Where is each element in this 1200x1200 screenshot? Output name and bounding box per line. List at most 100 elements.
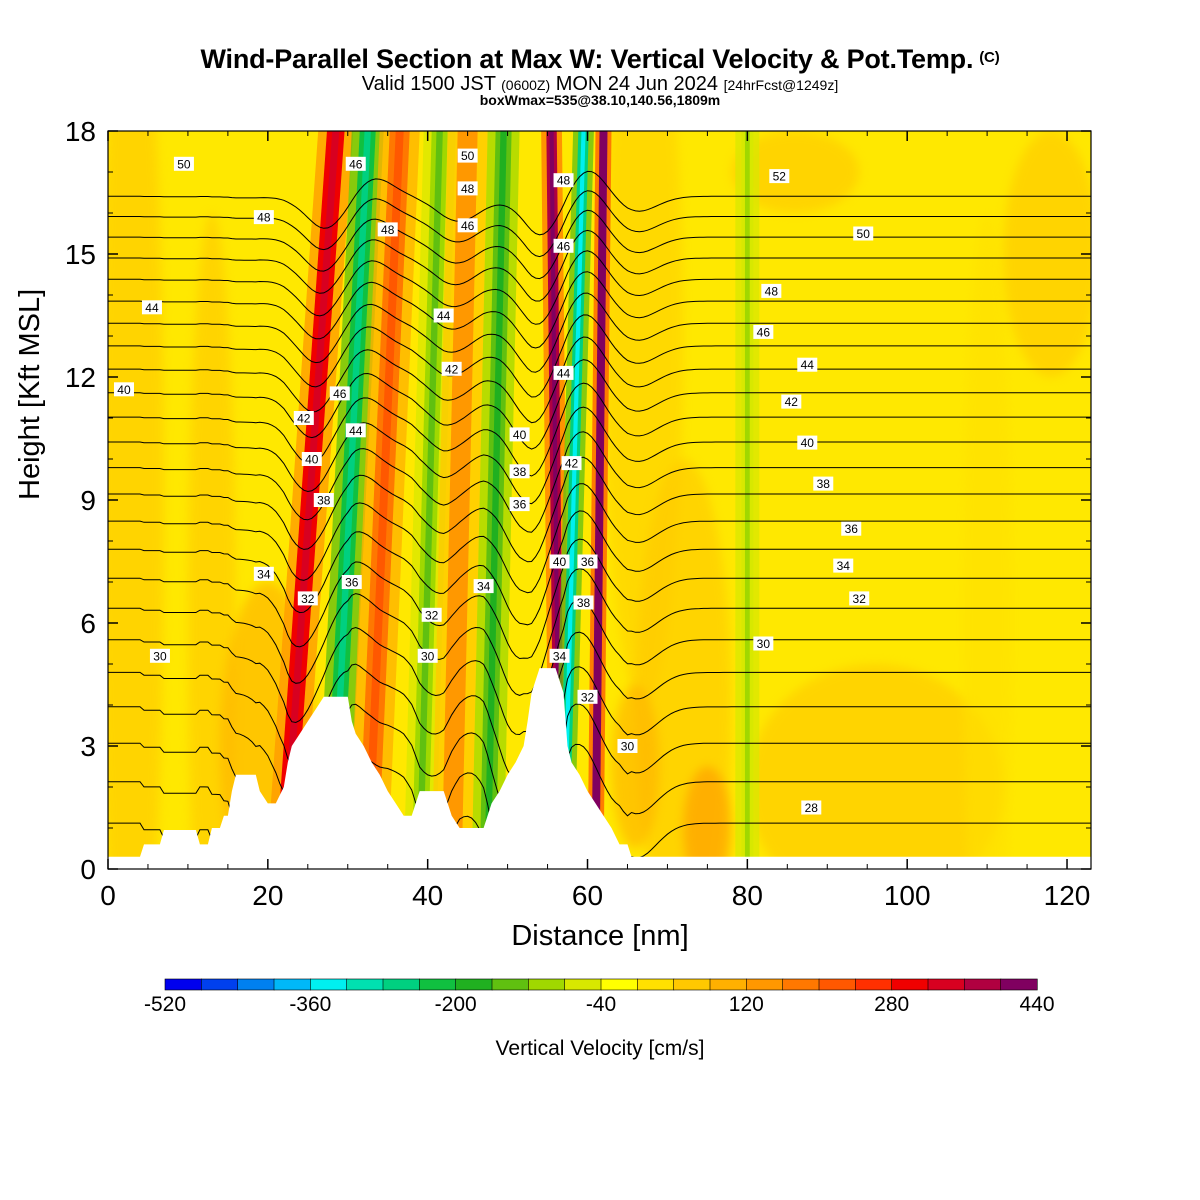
contour-label-text: 42 — [785, 395, 799, 409]
contour-label-bg — [253, 566, 274, 581]
contour-label-bg — [433, 308, 454, 323]
colorbar-swatch — [673, 978, 711, 991]
contour-label-bg — [149, 648, 170, 663]
colorbar-tick-label: -360 — [289, 993, 331, 1016]
contour-label: 32 — [297, 591, 318, 606]
theta-contour-minor — [108, 382, 1091, 477]
field-tint — [611, 684, 660, 849]
colorbar-tick-label: 280 — [874, 993, 909, 1016]
contour-label-text: 36 — [345, 576, 359, 590]
field-tint — [683, 766, 732, 869]
field-tint — [1003, 131, 1091, 377]
velocity-band-core — [328, 131, 371, 869]
colorbar: -520 -360 -200 -40 120 280 440 — [144, 978, 1055, 1016]
contour-label-text: 46 — [557, 239, 571, 253]
contour-label-bg — [113, 382, 134, 397]
colorbar-swatch — [201, 978, 239, 991]
contour-label: 40 — [113, 382, 134, 397]
contour-label: 42 — [293, 411, 314, 426]
x-tick-label: 80 — [732, 880, 763, 911]
contour-label: 40 — [549, 554, 570, 569]
y-tick-label: 6 — [80, 608, 96, 639]
contour-label: 40 — [797, 435, 818, 450]
colorbar-swatch — [782, 978, 820, 991]
colorbar-swatch — [273, 978, 311, 991]
x-tick-label: 40 — [412, 880, 443, 911]
contour-label: 42 — [441, 361, 462, 376]
theta-contour — [108, 406, 1091, 505]
colorbar-tick-label: 440 — [1019, 993, 1054, 1016]
colorbar-tick-label: -40 — [586, 993, 616, 1016]
contour-label-bg — [797, 435, 818, 450]
contour-label-text: 48 — [381, 223, 395, 237]
contour-label: 32 — [421, 607, 442, 622]
contour-label-text: 46 — [333, 387, 347, 401]
colorbar-tick-label: -200 — [435, 993, 477, 1016]
contour-label: 30 — [149, 648, 170, 663]
contour-label: 38 — [313, 493, 334, 508]
colorbar-swatch — [637, 978, 675, 991]
contour-label-bg — [509, 464, 530, 479]
theta-contour-minor — [108, 431, 1091, 533]
contour-label-text: 38 — [513, 465, 527, 479]
colorbar-swatch — [237, 978, 275, 991]
contour-label-text: 48 — [557, 174, 571, 188]
contour-label-bg — [441, 361, 462, 376]
contour-label: 34 — [833, 558, 854, 573]
contour-label-bg — [293, 411, 314, 425]
contour-label-text: 32 — [425, 608, 439, 622]
valid-time: Valid 1500 JST (0600Z) MON 24 Jun 2024 [… — [0, 73, 1200, 96]
contour-label: 38 — [509, 464, 530, 479]
colorbar-swatch — [564, 978, 602, 991]
colorbar-swatch — [491, 978, 529, 991]
contour-label: 44 — [345, 423, 366, 438]
contour-label-text: 44 — [437, 309, 451, 323]
contour-label-bg — [553, 365, 574, 380]
colorbar-tick-label: 120 — [729, 993, 764, 1016]
contour-label-bg — [761, 283, 782, 298]
contour-label-text: 30 — [757, 637, 771, 651]
velocity-band-core — [447, 131, 472, 869]
contour-label: 34 — [473, 579, 494, 594]
velocity-band-core — [280, 131, 340, 869]
contour-label-text: 48 — [257, 211, 271, 225]
velocity-field — [108, 131, 1091, 869]
theta-contour-minor — [108, 250, 1091, 325]
contour-label: 32 — [577, 689, 598, 704]
contour-label-text: 46 — [757, 325, 771, 339]
contour-label-text: 46 — [349, 157, 363, 171]
contour-label-bg — [341, 575, 362, 589]
contour-label-bg — [553, 238, 574, 253]
contour-label-text: 50 — [461, 149, 475, 163]
contour-label: 50 — [173, 156, 194, 171]
contour-label: 44 — [797, 357, 818, 372]
contour-label: 30 — [753, 636, 774, 651]
colorbar-swatch — [419, 978, 457, 991]
contour-label: 42 — [781, 394, 802, 409]
contour-label-bg — [417, 648, 438, 663]
velocity-band-core — [363, 131, 404, 869]
contour-label-text: 32 — [301, 592, 315, 606]
contour-label: 38 — [573, 595, 594, 610]
contour-label-text: 44 — [145, 301, 159, 315]
contour-label-text: 36 — [581, 555, 595, 569]
contour-label-text: 40 — [117, 383, 131, 397]
contour-label-text: 50 — [857, 227, 871, 241]
colorbar-swatch — [891, 978, 929, 991]
colorbar-swatch — [164, 978, 202, 991]
contour-label-bg — [457, 218, 478, 233]
theta-contour-minor — [108, 538, 1091, 660]
y-tick-label: 9 — [80, 485, 96, 516]
contour-label-text: 38 — [817, 477, 831, 491]
contour-label-bg — [781, 394, 802, 409]
colorbar-swatch — [964, 978, 1002, 991]
contour-label-bg — [313, 493, 334, 507]
velocity-band-core — [744, 131, 750, 869]
field-tint — [747, 664, 1004, 869]
theta-contour-minor — [108, 292, 1091, 373]
contour-label: 44 — [553, 365, 574, 380]
colorbar-swatch — [927, 978, 965, 991]
contour-label: 36 — [841, 521, 862, 536]
contour-label: 40 — [301, 452, 322, 467]
contour-label-bg — [509, 427, 530, 442]
